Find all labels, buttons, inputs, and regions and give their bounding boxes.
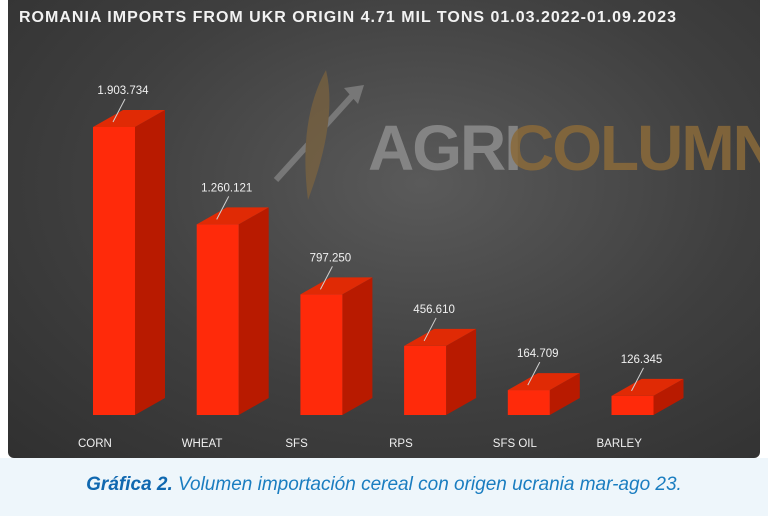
x-tick-label: SFS OIL (493, 438, 538, 450)
bar-side (446, 328, 477, 415)
value-label: 126.345 (621, 354, 663, 366)
bar (611, 395, 654, 415)
leader-line (631, 367, 644, 392)
bar-top (196, 207, 269, 225)
bar (507, 390, 550, 415)
bar-top (507, 373, 580, 391)
chart-title: ROMANIA IMPORTS FROM UKR ORIGIN 4.71 MIL… (19, 9, 677, 26)
chart: AGRI COLUMN 1.903.734 CORN 1.260.121 WHEAT 7… (78, 70, 760, 450)
bar-top (611, 378, 684, 396)
caption-band (0, 458, 768, 516)
value-label: 456.610 (413, 304, 455, 316)
bar (300, 294, 343, 415)
watermark-column: COLUMN (508, 112, 760, 184)
x-tick-label: SFS (285, 438, 308, 450)
x-tick-label: WHEAT (182, 438, 223, 450)
bar-side (238, 207, 269, 415)
bar-top (93, 110, 165, 127)
bar (93, 127, 135, 415)
value-label: 164.709 (517, 348, 559, 360)
caption: Gráfica 2. Volumen importación cereal co… (0, 474, 768, 496)
bar (196, 224, 239, 415)
value-label: 1.260.121 (201, 182, 252, 194)
bar-side (342, 277, 373, 415)
value-label: 1.903.734 (97, 85, 149, 97)
leader-line (216, 196, 230, 220)
leader-line (112, 98, 126, 123)
value-label: 797.250 (310, 252, 352, 264)
watermark-agri: AGRI (368, 112, 520, 184)
bar-side (135, 110, 165, 415)
bar-side (549, 373, 580, 415)
watermark-icon (273, 70, 364, 200)
bar-top (300, 277, 373, 295)
caption-text: Volumen importación cereal con origen uc… (178, 474, 682, 495)
chart-panel: AGRI COLUMN 1.903.734 CORN 1.260.121 WHEAT 7… (8, 0, 760, 458)
x-tick-label: CORN (78, 438, 112, 450)
leader-line (319, 266, 333, 290)
bar-side (653, 378, 684, 415)
caption-label: Gráfica 2. (86, 474, 173, 495)
leader-line (527, 361, 541, 386)
bar-top (404, 328, 477, 346)
leader-line (423, 317, 437, 342)
x-tick-label: BARLEY (597, 438, 643, 450)
x-tick-label: RPS (389, 438, 413, 450)
bar (404, 345, 447, 415)
